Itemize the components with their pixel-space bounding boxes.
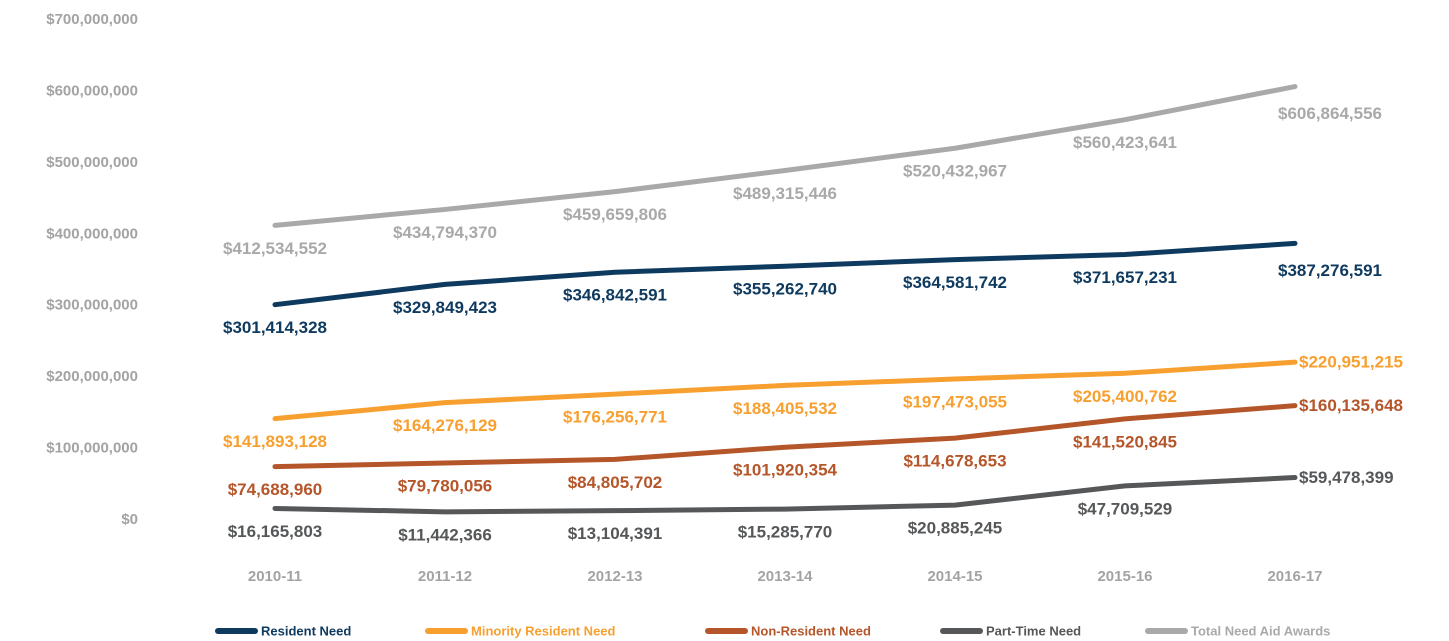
data-label: $346,842,591 (563, 286, 667, 305)
data-label: $141,893,128 (223, 432, 327, 451)
y-tick-label: $300,000,000 (46, 297, 138, 314)
data-label: $176,256,771 (563, 408, 667, 427)
y-tick-label: $500,000,000 (46, 154, 138, 171)
data-label: $412,534,552 (223, 239, 327, 258)
data-label: $101,920,354 (733, 461, 838, 480)
data-label: $355,262,740 (733, 280, 837, 299)
legend-label: Non-Resident Need (751, 623, 871, 638)
data-label: $20,885,245 (908, 519, 1003, 538)
data-label: $371,657,231 (1073, 268, 1177, 287)
y-tick-label: $0 (121, 511, 138, 528)
series-line (272, 240, 1298, 308)
x-tick-label: 2010-11 (248, 568, 302, 585)
data-label: $520,432,967 (903, 162, 1007, 181)
series-line (272, 475, 1298, 515)
data-label: $489,315,446 (733, 184, 837, 203)
y-tick-label: $100,000,000 (46, 440, 138, 457)
series-line (272, 84, 1298, 228)
legend-label: Total Need Aid Awards (1191, 623, 1330, 638)
data-label: $15,285,770 (738, 523, 833, 542)
data-label: $434,794,370 (393, 223, 497, 242)
series-line (272, 359, 1298, 422)
data-label: $329,849,423 (393, 298, 497, 317)
data-label: $59,478,399 (1299, 468, 1394, 487)
y-tick-label: $200,000,000 (46, 368, 138, 385)
y-tick-label: $600,000,000 (46, 82, 138, 99)
data-label: $220,951,215 (1299, 353, 1403, 372)
data-label: $16,165,803 (228, 522, 323, 541)
data-label: $364,581,742 (903, 273, 1007, 292)
series-line (272, 403, 1298, 470)
data-label: $141,520,845 (1073, 432, 1177, 451)
data-label: $387,276,591 (1278, 261, 1382, 280)
data-label: $197,473,055 (903, 392, 1007, 411)
data-label: $164,276,129 (393, 416, 497, 435)
legend-label: Part-Time Need (986, 623, 1081, 638)
y-tick-label: $400,000,000 (46, 225, 138, 242)
legend-label: Minority Resident Need (471, 623, 616, 638)
data-label: $79,780,056 (398, 476, 493, 495)
data-label: $160,135,648 (1299, 396, 1403, 415)
x-tick-label: 2011-12 (418, 568, 472, 585)
data-label: $11,442,366 (398, 525, 492, 544)
x-tick-label: 2012-13 (587, 568, 642, 585)
data-label: $301,414,328 (223, 318, 327, 337)
data-label: $84,805,702 (568, 473, 663, 492)
x-tick-label: 2016-17 (1267, 568, 1322, 585)
y-tick-label: $700,000,000 (46, 11, 138, 28)
data-label: $114,678,653 (903, 452, 1006, 471)
data-label: $459,659,806 (563, 205, 667, 224)
x-tick-label: 2014-15 (927, 568, 982, 585)
data-label: $74,688,960 (228, 480, 323, 499)
data-label: $205,400,762 (1073, 387, 1177, 406)
x-tick-label: 2013-14 (757, 568, 813, 585)
data-label: $188,405,532 (733, 399, 837, 418)
x-tick-label: 2015-16 (1097, 568, 1152, 585)
data-label: $47,709,529 (1078, 499, 1173, 518)
legend-label: Resident Need (261, 623, 351, 638)
data-label: $560,423,641 (1073, 133, 1177, 152)
data-label: $13,104,391 (568, 524, 663, 543)
data-label: $606,864,556 (1278, 104, 1382, 123)
